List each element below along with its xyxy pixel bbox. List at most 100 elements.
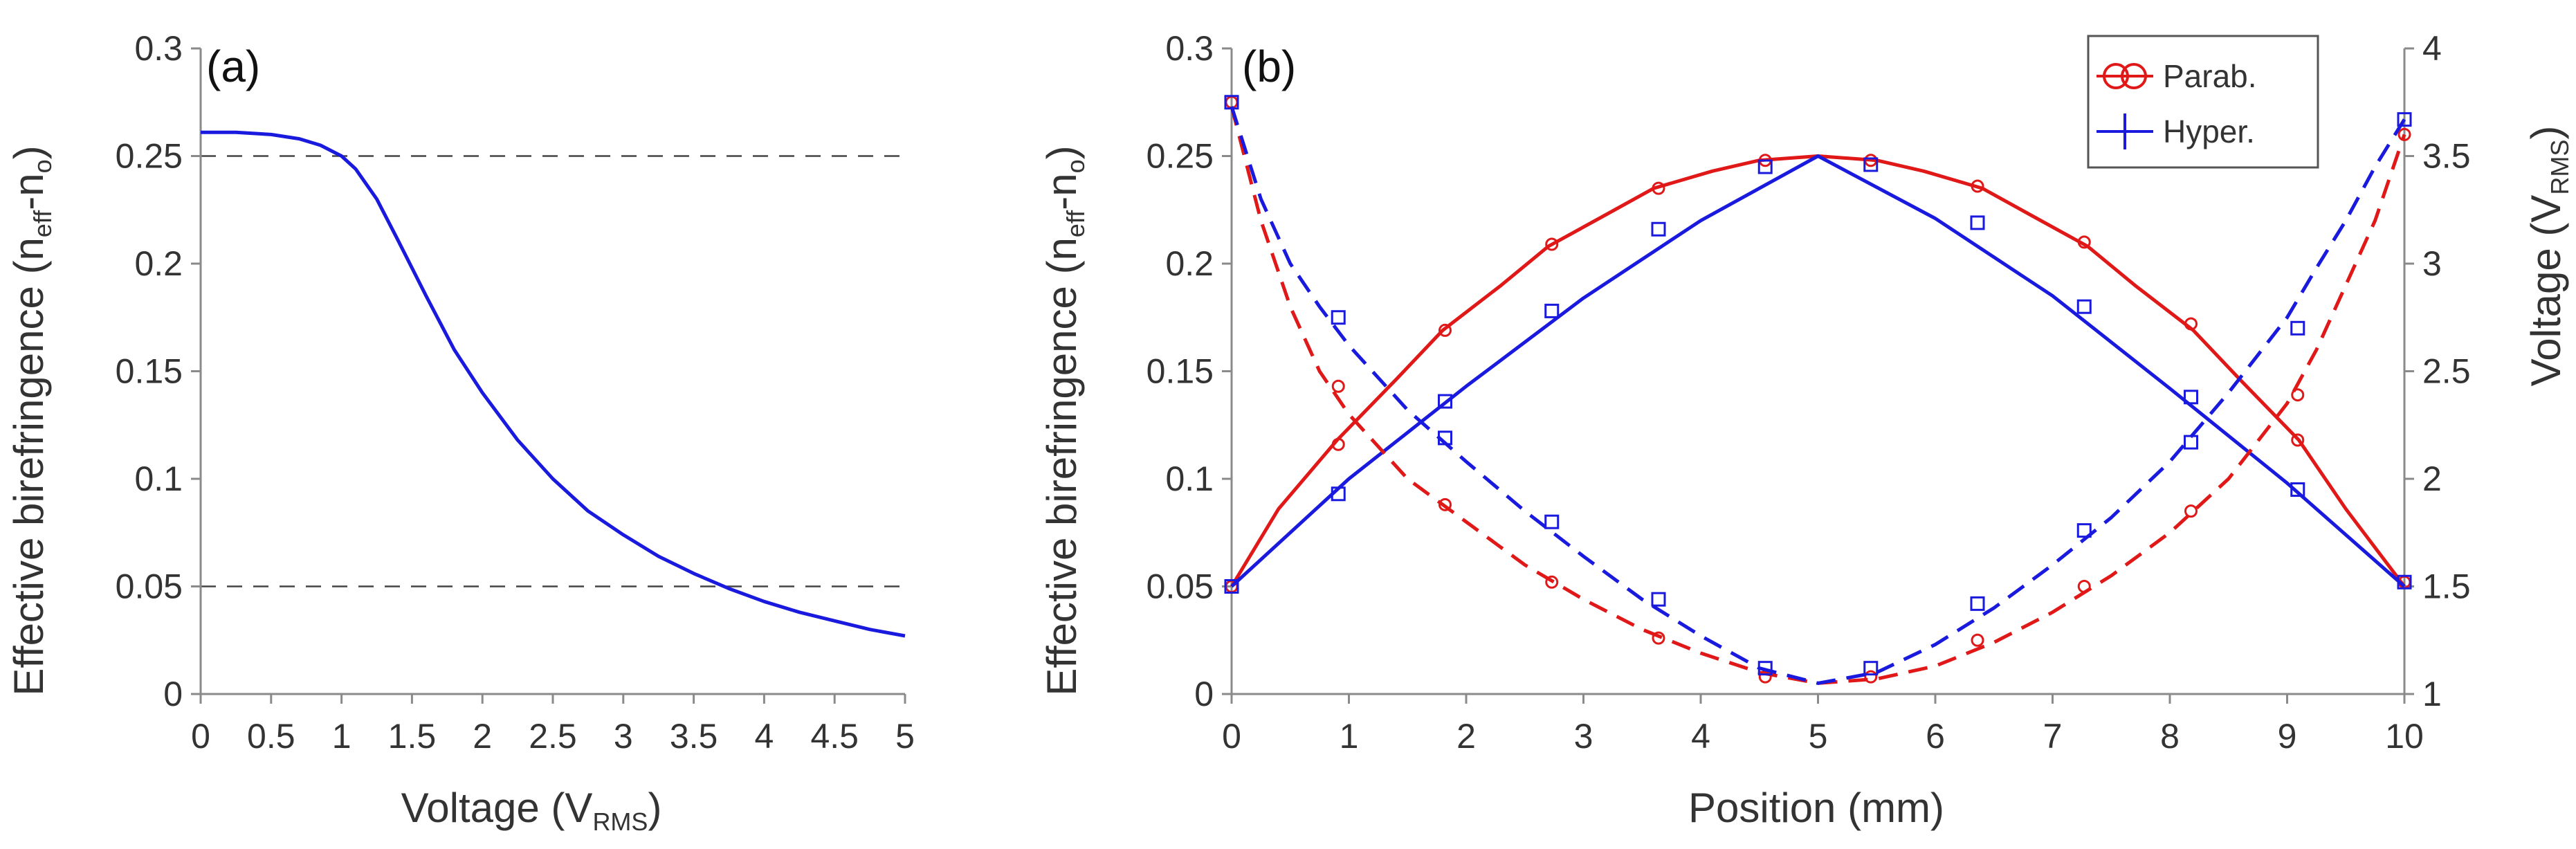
panel-b-series-hyper-birefringence <box>1230 154 2406 588</box>
panel-a-chart: 0 0.05 0.1 0.15 0.2 0.25 0.3 0 0.5 1 1.5 2 2.5 3 3.5 4 4… <box>6 29 915 836</box>
panel-b-x-tick-label: 0 <box>1222 717 1241 756</box>
panel-b-point-hyper-voltage-samples <box>1224 95 1239 110</box>
panel-b-point-parab-voltage-samples <box>1864 670 1878 684</box>
panel-a-x-tick-label: 1 <box>332 717 351 756</box>
panel-b-point-hyper-voltage-samples <box>1970 596 1985 611</box>
panel-b-point-parab-birefringence-samples <box>2184 317 2198 331</box>
panel-b-point-parab-birefringence-samples <box>1652 181 1665 195</box>
panel-b-point-parab-voltage-samples <box>2397 127 2411 141</box>
panel-a-x-tick-label: 0 <box>191 717 210 756</box>
panel-a-x-tick-label: 2 <box>473 717 492 756</box>
panel-a-x-tick-label: 1.5 <box>388 717 437 756</box>
panel-a-y-tick-label: 0.3 <box>134 29 183 68</box>
panel-b-x-tick-label: 10 <box>2385 717 2424 756</box>
panel-a-series-birefringence <box>201 130 906 638</box>
panel-b-point-hyper-birefringence-samples <box>1437 394 1452 409</box>
panel-b-point-hyper-birefringence-samples <box>1863 157 1879 172</box>
panel-b-point-parab-birefringence-samples <box>2291 433 2305 447</box>
panel-b-point-parab-birefringence-samples <box>1545 237 1559 251</box>
panel-a-y-tick-label: 0 <box>163 675 183 713</box>
panel-b-series-parab-voltage <box>1230 106 2406 685</box>
panel-b-point-hyper-voltage-samples <box>2290 320 2305 336</box>
panel-b-point-parab-voltage-samples <box>2077 580 2091 593</box>
panel-a-y-tick-label: 0.1 <box>134 459 183 498</box>
panel-a-x-axis-label: Voltage (VRMS) <box>401 785 662 836</box>
panel-b-x-tick-label: 9 <box>2278 717 2297 756</box>
panel-b-y-tick-label: 0.25 <box>1147 137 1214 176</box>
panel-a-x-tick-label: 0.5 <box>247 717 295 756</box>
legend: Parab. Hyper. <box>2087 35 2319 169</box>
panel-b-y2-tick-label: 3.5 <box>2422 137 2471 176</box>
panel-b-point-hyper-birefringence-samples <box>1224 579 1239 594</box>
legend-marker-parab-2 <box>2121 63 2147 89</box>
panel-a-label: (a) <box>206 42 260 91</box>
panel-b-point-hyper-voltage-samples <box>1757 661 1773 676</box>
panel-b-point-parab-voltage-samples <box>1971 633 1984 647</box>
panel-b-point-hyper-birefringence-samples <box>2290 482 2305 497</box>
panel-b-x-tick-label: 8 <box>2160 717 2180 756</box>
panel-b-point-parab-birefringence-samples <box>2077 235 2091 249</box>
panel-b-label: (b) <box>1242 42 1296 91</box>
panel-a-x-tick-label: 4.5 <box>810 717 859 756</box>
panel-b-point-parab-birefringence-samples <box>1438 323 1452 337</box>
panel-b-point-hyper-birefringence-samples <box>1970 215 1985 230</box>
panel-b-y-tick-label: 0.1 <box>1165 459 1214 498</box>
legend-label-hyper: Hyper. <box>2163 113 2255 149</box>
legend-label-parab: Parab. <box>2163 58 2257 94</box>
panel-b-y-tick-label: 0.2 <box>1165 244 1214 283</box>
panel-b-point-parab-voltage-samples <box>1331 379 1345 393</box>
panel-b-point-hyper-voltage-samples <box>1437 430 1452 446</box>
panel-b-point-parab-birefringence-samples <box>1331 437 1345 451</box>
panel-b-point-hyper-birefringence-samples <box>2397 574 2412 590</box>
panel-b-series-parab-birefringence <box>1230 154 2406 588</box>
panel-b-y2-tick-label: 2.5 <box>2422 352 2471 391</box>
legend-entry-parab: Parab. <box>2097 58 2257 94</box>
panel-b-point-hyper-birefringence-samples <box>1331 486 1346 502</box>
panel-b-y2-tick-label: 3 <box>2422 244 2442 283</box>
panel-a-y-tick-label: 0.25 <box>116 137 183 176</box>
panel-b-series-hyper-voltage <box>1230 106 2406 685</box>
panel-b-x-tick-label: 2 <box>1456 717 1476 756</box>
legend-marker-parab-1 <box>2103 63 2129 89</box>
panel-b-x-axis-label: Position (mm) <box>1688 785 1944 831</box>
panel-b-y-axis-label: Effective birefringence (neff-no) <box>1039 145 1090 695</box>
panel-b-y2-tick-label: 1 <box>2422 675 2442 713</box>
panel-a-y-tick-label: 0.2 <box>134 244 183 283</box>
panel-b-point-parab-voltage-samples <box>1652 631 1665 645</box>
panel-b-point-hyper-voltage-samples <box>1331 310 1346 325</box>
panel-b-y-tick-label: 0.3 <box>1165 29 1214 68</box>
panel-b-point-parab-voltage-samples <box>1545 575 1559 589</box>
panel-b-point-hyper-voltage-samples <box>1544 514 1560 529</box>
panel-b-point-parab-voltage-samples <box>2291 388 2305 402</box>
legend-box <box>2087 35 2319 169</box>
panel-b-point-parab-voltage-samples <box>1438 497 1452 511</box>
panel-b-point-hyper-birefringence-samples <box>1651 221 1666 237</box>
panel-a-x-tick-label: 4 <box>754 717 774 756</box>
panel-b-chart: 0 0.05 0.1 0.15 0.2 0.25 0.3 0 1 2 3 4 5 6 7 8 9 10 1 1.5 2 2… <box>1039 29 2574 831</box>
panel-b-point-hyper-voltage-samples <box>2184 435 2199 450</box>
panel-a-x-tick-label: 2.5 <box>529 717 577 756</box>
panel-b-point-hyper-birefringence-samples <box>2076 299 2092 314</box>
panel-a-x-tick-label: 3 <box>614 717 633 756</box>
panel-a-y-tick-label: 0.05 <box>116 567 183 606</box>
panel-a-y-tick-label: 0.15 <box>116 352 183 391</box>
panel-b-point-hyper-voltage-samples <box>1863 661 1879 676</box>
panel-b-point-hyper-birefringence-samples <box>1757 159 1773 174</box>
panel-a-y-axis-label: Effective birefringence (neff-no) <box>6 145 57 695</box>
panel-b-point-parab-birefringence-samples <box>1971 179 1984 193</box>
panel-b-point-hyper-voltage-samples <box>2076 523 2092 538</box>
panel-b-point-hyper-birefringence-samples <box>1544 303 1560 318</box>
panel-b-x-tick-label: 6 <box>1926 717 1945 756</box>
panel-b-y-tick-label: 0 <box>1194 675 1214 713</box>
panel-b-y-tick-label: 0.15 <box>1147 352 1214 391</box>
panel-b-x-tick-label: 4 <box>1691 717 1710 756</box>
panel-b-y2-tick-label: 2 <box>2422 459 2442 498</box>
panel-b-x-tick-label: 5 <box>1809 717 1828 756</box>
panel-b-y2-tick-label: 4 <box>2422 29 2442 68</box>
panel-b-x-tick-label: 3 <box>1574 717 1593 756</box>
panel-b-point-parab-voltage-samples <box>2184 504 2198 518</box>
panel-b-point-hyper-birefringence-samples <box>2184 390 2199 405</box>
panel-b-point-hyper-voltage-samples <box>2397 112 2412 127</box>
panel-a-x-tick-label: 3.5 <box>670 717 718 756</box>
